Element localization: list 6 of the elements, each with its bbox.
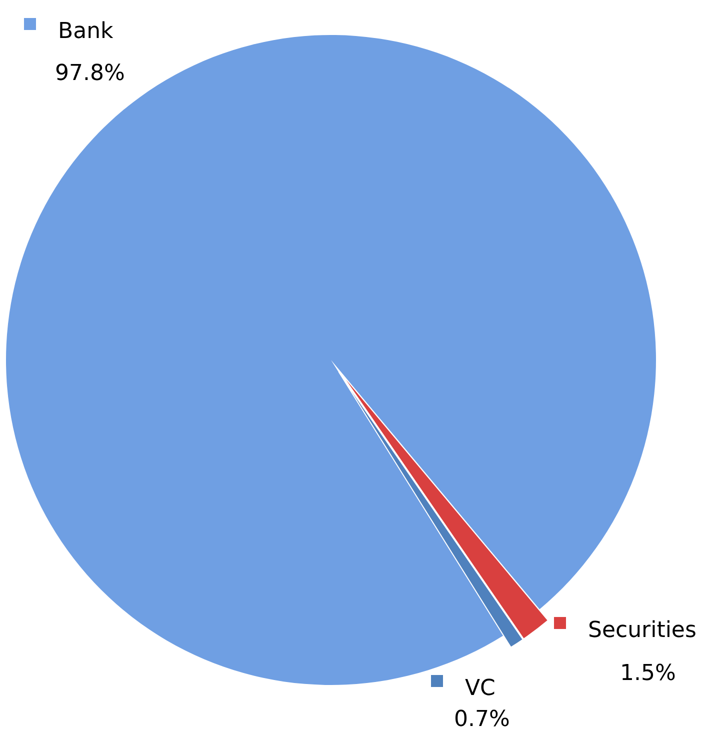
legend-label: Bank	[58, 19, 114, 44]
data-label: 97.8%	[55, 61, 125, 86]
data-label: 0.7%	[454, 707, 510, 732]
legend-label: VC	[465, 676, 496, 701]
data-label: 1.5%	[620, 661, 676, 686]
legend-label: Securities	[588, 618, 696, 643]
